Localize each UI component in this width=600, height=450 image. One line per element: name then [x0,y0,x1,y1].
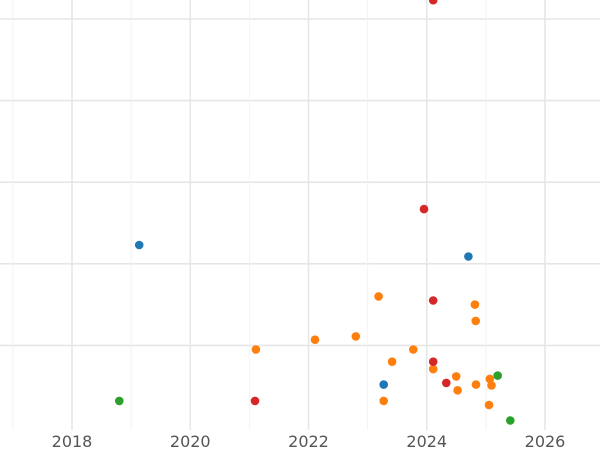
data-point [428,296,438,305]
data-point [351,332,361,341]
data-points [115,0,515,425]
data-point [310,335,320,345]
data-point [134,240,144,250]
data-point [442,378,451,388]
x-tick-label: 2026 [525,432,566,450]
data-point [471,316,481,326]
data-point [485,374,495,384]
data-point [428,357,438,367]
x-axis-tick-labels: 2018 2020 2022 2024 2026 [52,432,566,450]
data-point [379,380,389,389]
data-point [487,381,496,390]
data-point [251,345,261,354]
data-point [419,204,429,214]
data-point [428,364,438,374]
x-tick-label: 2024 [406,432,447,450]
data-point [379,396,389,406]
grid [0,0,600,430]
x-tick-label: 2018 [52,432,93,450]
data-point [115,396,124,406]
data-point [464,252,473,261]
data-point [453,386,462,395]
data-point [506,416,515,425]
data-point [470,300,480,309]
data-point [471,380,481,389]
x-tick-label: 2020 [170,432,211,450]
x-tick-label: 2022 [288,432,329,450]
data-point [409,345,418,354]
data-point [451,372,461,381]
data-point [493,371,503,380]
data-point [484,400,494,410]
data-point [374,292,383,301]
data-point [428,0,438,5]
data-point [387,357,397,367]
data-point [250,396,260,406]
